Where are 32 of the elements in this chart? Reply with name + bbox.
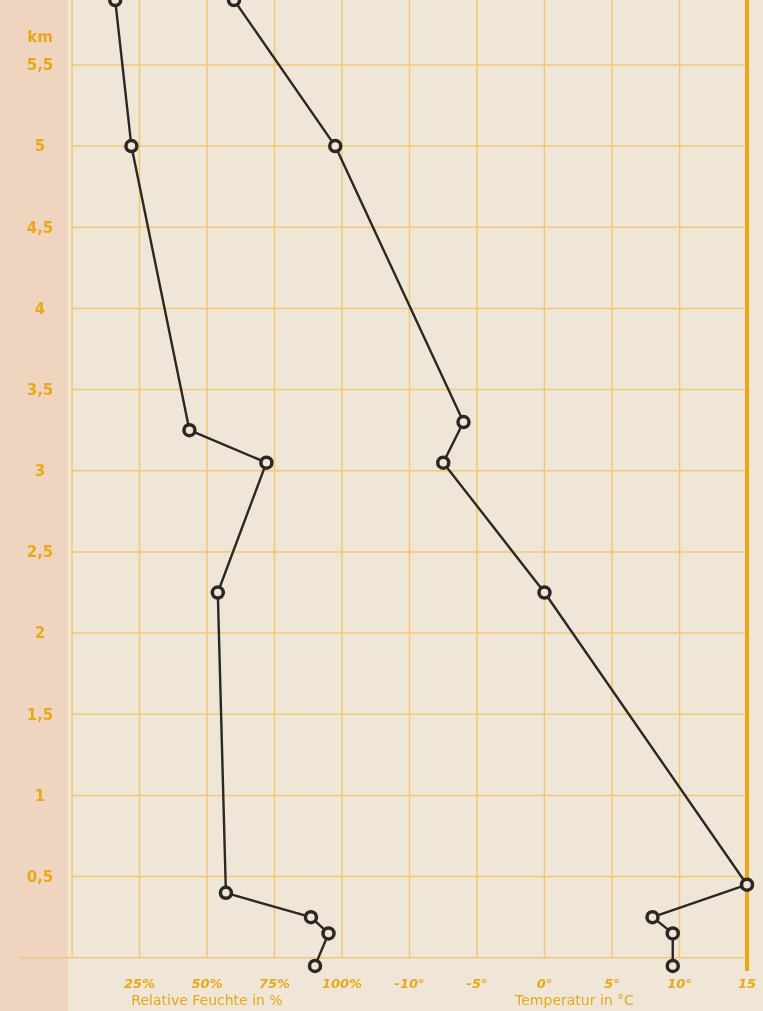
y-tick-label: 4 (34, 299, 46, 318)
y-tick-label: 5,5 (26, 56, 54, 75)
x2-axis-title: Temperatur in °C (514, 992, 635, 1008)
x-tick-label: 50% (191, 976, 223, 991)
point (210, 585, 226, 600)
point (321, 926, 336, 941)
y-tick-label: 3,5 (26, 380, 54, 399)
y-tick-label: 3 (34, 462, 46, 481)
x2-tick-label: 15 (737, 976, 757, 991)
y-tick-label: 1,5 (26, 705, 54, 724)
x2-tick-label: 5° (604, 976, 620, 991)
x2-tick-label: 0° (536, 976, 553, 991)
y-tick-label: 4,5 (26, 218, 54, 237)
x2-tick-label: -10° (394, 976, 425, 991)
point (307, 958, 323, 974)
y-axis-title: km (27, 28, 53, 47)
y-tick-label: 2,5 (26, 543, 54, 562)
y-tick-label: 2 (34, 624, 46, 643)
point (124, 138, 139, 154)
x2-tick-label: -5° (466, 976, 488, 991)
x-tick-label: 25% (123, 976, 156, 991)
x-tick-label: 100% (321, 976, 363, 991)
point (259, 455, 274, 470)
point (303, 909, 319, 925)
x-tick-label: 75% (258, 976, 291, 991)
y-tick-label: 0,5 (26, 867, 54, 886)
y-tick-label: 1 (34, 786, 46, 805)
x2-tick-label: 10° (667, 976, 692, 991)
point (218, 885, 234, 901)
x-axis-title: Relative Feuchte in % (131, 992, 283, 1008)
point (182, 422, 197, 438)
y-tick-label: 5 (34, 137, 46, 156)
